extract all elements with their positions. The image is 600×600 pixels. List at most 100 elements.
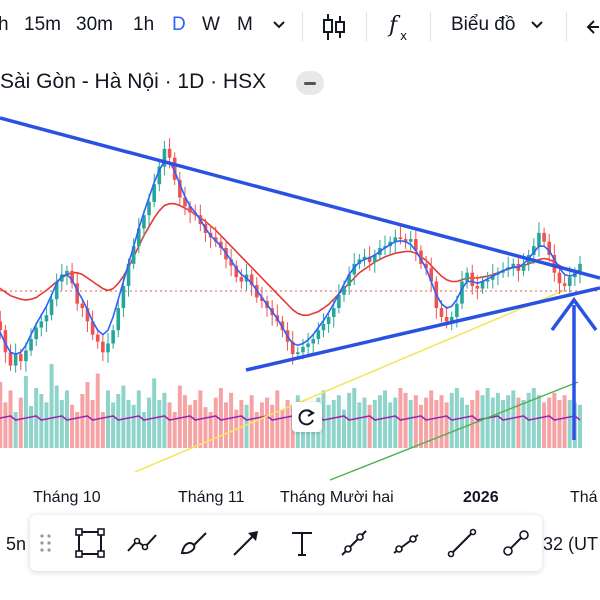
candle-body <box>367 256 372 263</box>
volume-bar <box>480 395 485 448</box>
candle-body <box>398 237 403 240</box>
rotate-icon <box>298 409 315 426</box>
volume-bar <box>229 392 234 448</box>
candle-body <box>429 268 434 282</box>
timeframe-hour[interactable]: h <box>0 14 9 35</box>
volume-bar <box>501 400 506 448</box>
candle-body <box>136 228 141 247</box>
path-icon[interactable] <box>126 527 158 559</box>
timeframe-m[interactable]: M <box>237 14 253 35</box>
volume-bar <box>516 397 521 448</box>
candle-body <box>306 343 310 347</box>
candle-body <box>547 241 552 255</box>
volume-ma-line <box>0 415 581 421</box>
volume-bar <box>34 388 39 448</box>
candle-body <box>439 308 444 317</box>
candle-body <box>49 299 54 316</box>
breakout-arrow-head <box>550 297 598 332</box>
candle-body <box>111 330 115 344</box>
volume-bar <box>239 400 244 448</box>
volume-bar <box>44 402 49 448</box>
candle-body <box>331 308 336 317</box>
arrow-icon[interactable] <box>230 527 262 559</box>
candles-icon[interactable] <box>320 11 348 43</box>
candle-body <box>372 255 377 263</box>
brush-icon[interactable] <box>178 527 210 559</box>
indicators-icon[interactable]: f x <box>386 10 414 42</box>
measure-icon[interactable] <box>500 527 532 559</box>
candle-body <box>260 297 264 301</box>
svg-text:x: x <box>400 29 407 42</box>
volume-bar <box>408 400 413 448</box>
candle-body <box>455 303 459 317</box>
volume-bar <box>162 392 167 448</box>
trend-line-icon[interactable] <box>446 527 478 559</box>
volume-bar <box>126 400 131 448</box>
volume-bar <box>547 397 552 448</box>
candle-body <box>280 321 285 331</box>
candle-body <box>347 274 351 286</box>
collapse-legend-button[interactable] <box>296 71 324 95</box>
svg-text:f: f <box>387 13 401 38</box>
chart-type-button[interactable]: Biểu đồ <box>451 14 516 35</box>
descending-trendline <box>0 116 600 280</box>
candle-body <box>408 239 413 242</box>
drag-handle-icon[interactable] <box>36 527 56 559</box>
candle-body <box>167 148 172 158</box>
volume-bar <box>208 412 213 448</box>
symbol-title: Sài Gòn - Hà Nội · 1D · HSX <box>0 70 267 93</box>
volume-bar <box>141 412 146 448</box>
candle-body <box>90 321 95 335</box>
volume-bar <box>562 395 567 448</box>
volume-bar <box>0 382 3 448</box>
candle-body <box>449 316 454 322</box>
volume-bar <box>39 394 44 448</box>
candle-body <box>296 352 300 355</box>
timeframe-1h[interactable]: 1h <box>133 14 155 35</box>
divider <box>366 12 367 42</box>
text-icon[interactable] <box>286 527 318 559</box>
candle-body <box>562 283 567 286</box>
volume-bar <box>383 390 388 448</box>
candle-body <box>85 308 90 322</box>
volume-bar <box>29 406 34 448</box>
volume-bar <box>49 364 54 448</box>
volume-bar <box>213 397 218 448</box>
candle-body <box>465 272 469 282</box>
volume-bar <box>270 404 275 448</box>
candle-body <box>532 246 536 255</box>
drawing-toolbar <box>30 515 542 571</box>
candle-body <box>480 281 485 289</box>
volume-bar <box>367 404 372 448</box>
candle-body <box>147 201 151 216</box>
timeframe-30m[interactable]: 30m <box>76 14 113 35</box>
candle-body <box>475 285 480 289</box>
chevron-down-icon[interactable] <box>272 20 286 30</box>
candle-body <box>337 294 341 309</box>
timeframe-15m[interactable]: 15m <box>24 14 61 35</box>
volume-bar <box>531 388 536 448</box>
date-range-icon[interactable] <box>390 527 422 559</box>
timeframe-w[interactable]: W <box>202 14 220 35</box>
volume-ma-long-line <box>329 381 579 481</box>
volume-bar <box>280 409 285 448</box>
rectangle-icon[interactable] <box>74 527 106 559</box>
candle-body <box>106 343 110 353</box>
chevron-down-icon[interactable] <box>530 20 544 30</box>
candle-body <box>419 250 423 264</box>
candle-body <box>403 239 408 242</box>
replay-button[interactable] <box>292 402 322 432</box>
volume-bar <box>388 402 393 448</box>
timeframe-d[interactable]: D <box>172 14 186 35</box>
price-range-icon[interactable] <box>338 527 370 559</box>
ma-blue-line <box>0 160 581 355</box>
volume-bar <box>59 400 64 448</box>
candle-body <box>219 241 223 248</box>
ma-red-line <box>0 202 580 316</box>
undo-icon[interactable] <box>586 16 600 38</box>
volume-bar <box>460 397 464 448</box>
volume-bar <box>100 412 105 448</box>
volume-bar <box>331 400 336 448</box>
volume-bar <box>218 388 223 448</box>
ma200-line <box>134 289 566 473</box>
